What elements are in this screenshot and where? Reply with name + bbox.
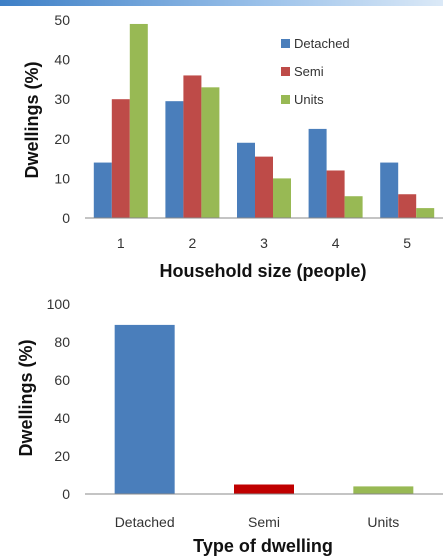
household-size-chart: 0 10 20 30 40 50 1 2 3 4 5 Dwellings (%) Househol… xyxy=(22,12,443,281)
legend-swatch-semi xyxy=(281,67,290,76)
bar-semi xyxy=(234,484,294,494)
bar-units-2 xyxy=(201,87,220,218)
bar-semi-4 xyxy=(326,170,345,218)
y-tick-label: 10 xyxy=(54,170,70,186)
y-tick-label: 30 xyxy=(54,91,70,107)
bar-semi-5 xyxy=(398,194,417,218)
bar-units xyxy=(353,486,414,494)
bar-detached-4 xyxy=(308,128,327,218)
x-tick-label: 5 xyxy=(403,235,411,251)
x-tick-label: Units xyxy=(367,514,399,530)
bar-semi-1 xyxy=(111,99,130,218)
y-tick-label: 100 xyxy=(47,296,71,312)
y-axis-title: Dwellings (%) xyxy=(16,339,36,456)
legend-label-detached: Detached xyxy=(294,36,350,51)
y-tick-label: 60 xyxy=(54,372,70,388)
y-axis-title: Dwellings (%) xyxy=(22,61,42,178)
legend-label-semi: Semi xyxy=(294,64,324,79)
legend-swatch-detached xyxy=(281,39,290,48)
y-tick-label: 20 xyxy=(54,131,70,147)
x-tick-label: 4 xyxy=(332,235,340,251)
bar-detached-3 xyxy=(237,142,255,218)
y-tick-label: 20 xyxy=(54,448,70,464)
y-tick-label: 0 xyxy=(62,210,70,226)
y-tick-label: 0 xyxy=(62,486,70,502)
bar-detached xyxy=(114,324,175,494)
x-tick-label: 1 xyxy=(117,235,125,251)
header-band xyxy=(0,0,443,6)
x-tick-label: 2 xyxy=(189,235,197,251)
y-tick-label: 40 xyxy=(54,410,70,426)
bar-units-3 xyxy=(273,178,291,218)
dwelling-type-chart: 0 20 40 60 80 100 Detached Semi Units Dwellings… xyxy=(16,296,443,556)
y-tick-label: 80 xyxy=(54,334,70,350)
x-tick-label: Detached xyxy=(115,514,175,530)
x-tick-label: 3 xyxy=(260,235,268,251)
y-tick-label: 50 xyxy=(54,12,70,28)
x-axis-title: Type of dwelling xyxy=(193,536,333,556)
bar-detached-5 xyxy=(380,162,399,218)
x-axis-title: Household size (people) xyxy=(159,261,366,281)
x-tick-label: Semi xyxy=(248,514,280,530)
legend-label-units: Units xyxy=(294,92,324,107)
bar-detached-2 xyxy=(165,101,184,218)
y-tick-label: 40 xyxy=(54,52,70,68)
legend-swatch-units xyxy=(281,95,290,104)
bar-semi-3 xyxy=(255,156,273,218)
bar-units-1 xyxy=(129,23,148,219)
bar-units-4 xyxy=(344,196,363,218)
bar-detached-1 xyxy=(93,162,112,218)
bar-semi-2 xyxy=(183,75,202,218)
bar-units-5 xyxy=(416,208,435,218)
legend: Detached Semi Units xyxy=(281,36,350,107)
